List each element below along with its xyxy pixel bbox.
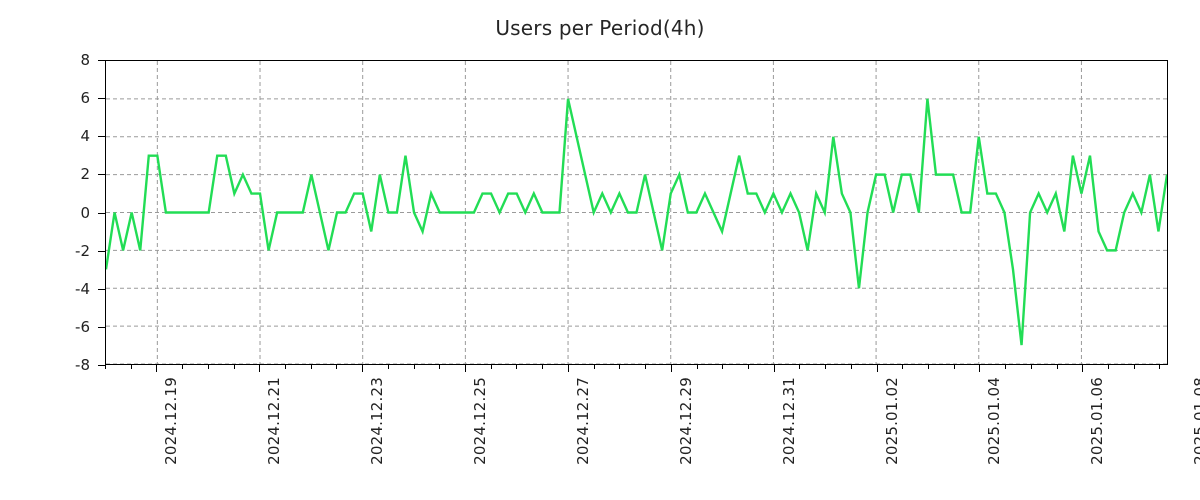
y-axis-tick-mark bbox=[98, 60, 105, 61]
x-axis-tick-label: 2024.12.29 bbox=[676, 377, 695, 465]
y-axis-tick-label: 6 bbox=[80, 89, 90, 108]
y-axis-tick-mark bbox=[98, 250, 105, 252]
x-axis-tick-label: 2024.12.25 bbox=[471, 377, 490, 465]
x-axis-tick-mark-minor bbox=[953, 365, 955, 369]
x-axis-tick-mark-minor bbox=[1159, 365, 1161, 369]
x-axis-tick-label: 2025.01.06 bbox=[1088, 377, 1107, 465]
x-axis-tick-mark-major bbox=[156, 365, 158, 372]
y-axis-tick-label: 8 bbox=[80, 51, 90, 69]
plot-area bbox=[105, 60, 1168, 365]
y-axis-tick-mark bbox=[98, 288, 105, 290]
x-axis-tick-mark-minor bbox=[182, 365, 184, 369]
users-per-period-line-series bbox=[106, 61, 1167, 364]
x-axis-tick-mark-minor bbox=[542, 365, 544, 369]
chart-title: Users per Period(4h) bbox=[495, 16, 705, 40]
x-axis-tick-label: 2025.01.08 bbox=[1191, 377, 1200, 465]
x-axis-tick-mark-minor bbox=[310, 365, 312, 369]
y-axis-tick-label: 4 bbox=[80, 127, 90, 146]
x-axis-tick-mark-major bbox=[362, 365, 364, 372]
x-axis-tick-label: 2025.01.02 bbox=[882, 377, 901, 465]
x-axis-tick-mark-major bbox=[465, 365, 467, 372]
x-axis-tick-mark-major bbox=[670, 365, 672, 372]
x-axis-tick-mark-major bbox=[1082, 365, 1084, 372]
x-axis-tick-mark-major bbox=[979, 365, 981, 372]
x-axis-tick-mark-minor bbox=[233, 365, 235, 369]
x-axis-tick-mark-minor bbox=[1133, 365, 1135, 369]
x-axis-tick-mark-minor bbox=[593, 365, 595, 369]
y-axis-tick-label: -4 bbox=[75, 279, 90, 298]
x-axis-tick-mark-minor bbox=[1107, 365, 1109, 369]
x-axis-tick-mark-minor bbox=[1056, 365, 1058, 369]
x-axis-tick-label: 2025.01.04 bbox=[985, 377, 1004, 465]
x-axis-tick-mark-minor bbox=[439, 365, 441, 369]
x-axis-tick-label: 2024.12.19 bbox=[162, 377, 181, 465]
y-axis-tick-label: -6 bbox=[75, 317, 90, 336]
x-axis-tick-mark-minor bbox=[387, 365, 389, 369]
y-axis-tick-label: -8 bbox=[75, 356, 90, 374]
x-axis-tick-mark-minor bbox=[619, 365, 621, 369]
x-axis-tick-mark-minor bbox=[105, 365, 106, 369]
x-axis-tick-mark-minor bbox=[336, 365, 338, 369]
y-axis-tick-mark bbox=[98, 98, 105, 100]
x-axis-tick-mark-major bbox=[876, 365, 878, 372]
x-axis-tick-label: 2024.12.23 bbox=[368, 377, 387, 465]
x-axis-tick-mark-minor bbox=[799, 365, 801, 369]
x-axis-tick-mark-minor bbox=[696, 365, 698, 369]
y-axis-tick-mark bbox=[98, 212, 105, 214]
y-axis-tick-label: 2 bbox=[80, 165, 90, 184]
series-polyline bbox=[106, 99, 1167, 345]
y-axis-tick-label: -2 bbox=[75, 241, 90, 260]
x-axis-tick-mark-minor bbox=[645, 365, 647, 369]
x-axis-tick-label: 2024.12.31 bbox=[779, 377, 798, 465]
x-axis-tick-label: 2024.12.27 bbox=[573, 377, 592, 465]
x-axis-tick-mark-major bbox=[773, 365, 775, 372]
x-axis-tick-mark-minor bbox=[1030, 365, 1032, 369]
x-axis-tick-mark-major bbox=[567, 365, 569, 372]
x-axis-tick-mark-minor bbox=[490, 365, 492, 369]
x-axis-tick-mark-minor bbox=[1005, 365, 1007, 369]
x-axis-tick-mark-minor bbox=[825, 365, 827, 369]
grid-lines bbox=[106, 61, 1167, 364]
x-axis-tick-mark-minor bbox=[516, 365, 518, 369]
x-axis-tick-mark-minor bbox=[413, 365, 415, 369]
y-axis-tick-label: 0 bbox=[80, 203, 90, 222]
y-axis-tick-mark bbox=[98, 365, 105, 366]
x-axis-ticks: 2024.12.19 2024.12.21 2024.12.23 2024.12.25… bbox=[0, 365, 1200, 500]
x-axis-tick-label: 2024.12.21 bbox=[265, 377, 284, 465]
x-axis-tick-mark-minor bbox=[285, 365, 287, 369]
y-axis-tick-mark bbox=[98, 326, 105, 328]
x-axis-tick-mark-minor bbox=[207, 365, 209, 369]
x-axis-tick-mark-major bbox=[259, 365, 261, 372]
y-axis-tick-mark bbox=[98, 136, 105, 138]
x-axis-tick-mark-minor bbox=[722, 365, 724, 369]
x-axis-tick-mark-minor bbox=[747, 365, 749, 369]
y-axis-tick-mark bbox=[98, 174, 105, 176]
x-axis-tick-mark-minor bbox=[130, 365, 132, 369]
x-axis-tick-mark-minor bbox=[902, 365, 904, 369]
x-axis-tick-mark-minor bbox=[850, 365, 852, 369]
x-axis-tick-mark-minor bbox=[927, 365, 929, 369]
y-axis-ticks: 8 6 4 2 0 -2 -4 -6 -8 bbox=[0, 51, 1200, 374]
